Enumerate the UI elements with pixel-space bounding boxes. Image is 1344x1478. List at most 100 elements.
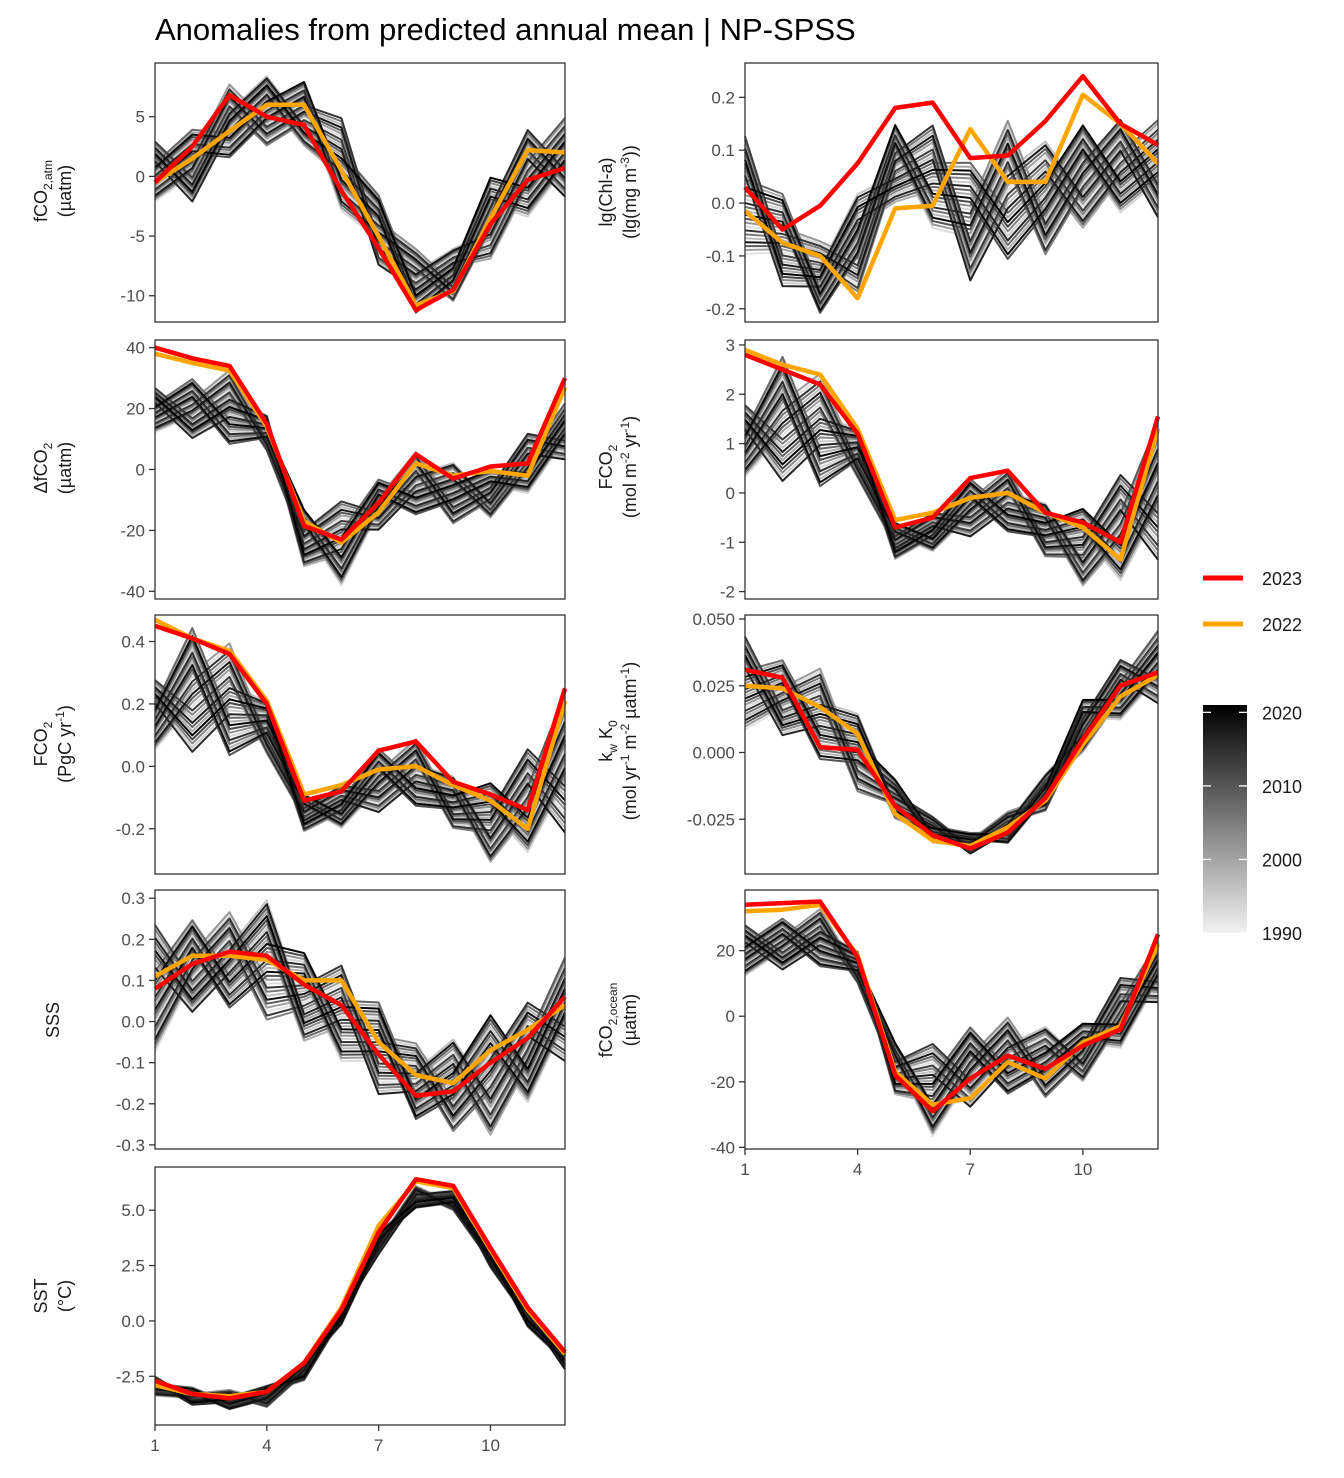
background-year-line <box>154 1186 566 1408</box>
y-tick-label: -40 <box>710 1138 735 1157</box>
y-tick-label: -2.5 <box>116 1367 145 1386</box>
background-year-line <box>154 79 566 293</box>
y-tick-label: -0.2 <box>116 1095 145 1114</box>
background-year-line <box>154 1189 566 1404</box>
background-year-line <box>744 125 1159 286</box>
background-year-line <box>154 651 566 821</box>
series-2023-line <box>744 352 1161 545</box>
ylabel-sst: SST <box>31 1278 51 1313</box>
background-year-line <box>744 929 1159 1108</box>
y-tick-label: -20 <box>120 521 145 540</box>
background-year-line <box>744 934 1159 1085</box>
background-years-fco2flux <box>744 355 1159 587</box>
series-2023-line <box>154 345 568 542</box>
panel-frame <box>154 1166 566 1426</box>
panels: 50-5-100.20.10.0-0.1-0.240200-20-403210-… <box>116 62 1161 1455</box>
y-tick-label: -0.2 <box>706 300 735 319</box>
y-tick-label: 0.3 <box>121 889 145 908</box>
background-year-line <box>744 131 1159 273</box>
background-year-line <box>154 381 566 538</box>
background-year-line <box>154 393 566 553</box>
series-2023-line <box>153 92 566 313</box>
panel-frame <box>744 614 1159 875</box>
background-year-line <box>154 1190 566 1401</box>
ylabel-kw: kw K0 <box>596 720 620 762</box>
y-tick-label: 0.2 <box>121 930 145 949</box>
background-year-line <box>154 1187 566 1409</box>
panel-frame <box>154 889 566 1150</box>
y-tick-label: 5 <box>136 108 145 127</box>
panel-dfco2: 40 20 0 -20 -40 <box>120 339 568 601</box>
colorbar-tick-label: 1990 <box>1262 924 1302 944</box>
figure-title: Anomalies from predicted annual mean | N… <box>155 12 856 47</box>
ylabel-fco2atm-unit: (µatm) <box>55 165 75 217</box>
x-tick-label: 7 <box>966 1160 975 1179</box>
background-year-line <box>744 124 1159 267</box>
colorbar-ticks: 2020 2010 2000 1990 <box>1203 703 1302 944</box>
background-year-line <box>154 661 566 840</box>
background-year-line <box>744 924 1159 1100</box>
legend-label-2023: 2023 <box>1262 569 1302 589</box>
ylabel-sst-unit: (°C) <box>55 1280 75 1312</box>
background-year-line <box>744 632 1159 852</box>
background-year-line <box>744 395 1159 566</box>
background-year-line <box>154 911 566 1136</box>
y-tick-label: 0.1 <box>121 971 145 990</box>
x-tick-label: 4 <box>262 1436 271 1455</box>
background-year-line <box>744 122 1159 283</box>
background-year-line <box>744 141 1159 290</box>
ylabel-fco2pg: FCO2 <box>31 721 55 766</box>
y-tick-label: 2 <box>726 385 735 404</box>
background-year-line <box>744 134 1159 260</box>
background-year-line <box>744 919 1159 1092</box>
background-year-line <box>744 138 1159 282</box>
y-tick-label: -20 <box>710 1073 735 1092</box>
colorbar-gradient <box>1203 705 1247 933</box>
y-tick-label: 40 <box>126 339 145 358</box>
background-years-dfco2 <box>154 369 566 587</box>
background-year-line <box>744 927 1159 1106</box>
panel-frame <box>154 614 566 875</box>
panel-frame <box>744 62 1159 323</box>
y-tick-label: -0.1 <box>116 1054 145 1073</box>
background-year-line <box>154 84 566 297</box>
background-year-line <box>154 1196 566 1403</box>
background-year-line <box>154 1191 566 1406</box>
background-year-line <box>154 635 566 843</box>
x-tick-label: 4 <box>853 1160 862 1179</box>
background-year-line <box>154 907 566 1132</box>
series-2023-line <box>154 623 568 813</box>
legend-highlight: 2023 2022 <box>1203 569 1302 635</box>
x-tick-label: 10 <box>481 1436 500 1455</box>
background-year-line <box>744 135 1159 278</box>
background-year-line <box>154 1185 566 1407</box>
background-year-line <box>744 636 1159 853</box>
background-year-line <box>154 1189 566 1411</box>
background-year-line <box>154 924 566 1116</box>
background-year-line <box>154 914 566 1126</box>
background-year-line <box>744 663 1159 845</box>
background-year-line <box>154 702 566 833</box>
y-tick-label: 0.0 <box>121 1312 145 1331</box>
panel-frame <box>154 62 566 323</box>
ylabel-fco2ocean: fCO2,ocean <box>596 983 620 1058</box>
y-tick-label: 0.1 <box>711 141 735 160</box>
background-year-line <box>154 1200 566 1405</box>
background-year-line <box>744 129 1159 290</box>
background-year-line <box>154 664 566 825</box>
background-year-line <box>744 630 1159 851</box>
y-tick-label: -1 <box>720 533 735 552</box>
panel-chla: 0.2 0.1 0.0 -0.1 -0.2 <box>706 62 1160 323</box>
background-year-line <box>744 911 1159 1096</box>
series-2022-line <box>153 617 568 832</box>
x-tick-label: 10 <box>1073 1160 1092 1179</box>
background-year-line <box>154 1197 566 1405</box>
background-year-line <box>154 374 566 532</box>
series-2022-line <box>153 102 566 308</box>
background-year-line <box>154 93 566 292</box>
y-tick-label: -2 <box>720 583 735 602</box>
background-year-line <box>154 1194 566 1402</box>
ylabel-fco2pg-unit: (PgC yr-1) <box>53 705 75 783</box>
panel-frame <box>744 339 1159 600</box>
